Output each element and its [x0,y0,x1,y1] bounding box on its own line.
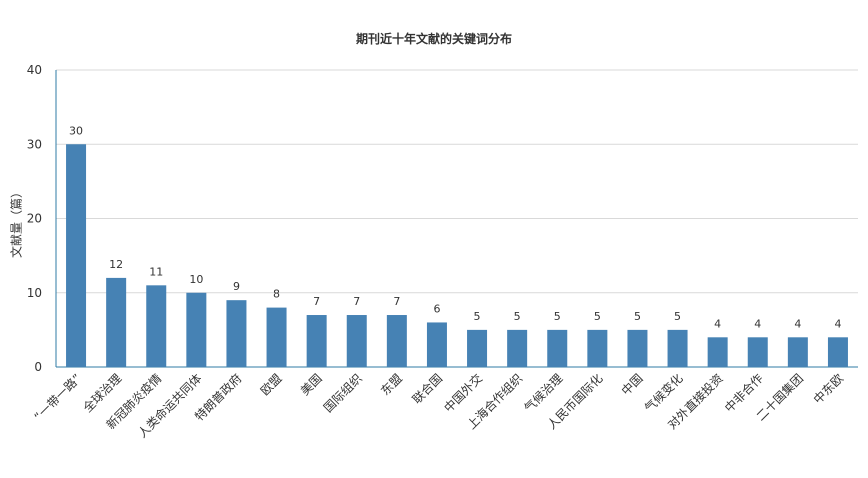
y-tick-label: 30 [27,137,42,151]
data-label: 4 [834,317,841,330]
data-label: 5 [674,310,681,323]
data-label: 5 [594,310,601,323]
data-label: 4 [794,317,801,330]
bar [306,315,327,367]
bar [226,300,247,367]
data-label: 7 [393,295,400,308]
y-tick-label: 0 [34,360,42,374]
y-tick-label: 20 [27,212,42,226]
data-label: 10 [189,273,203,286]
bar [346,315,367,367]
bar [787,337,808,367]
x-tick-label: 联合国 [409,371,445,407]
x-tick-label: 中东欧 [810,371,846,407]
data-label: 5 [554,310,561,323]
y-tick-label: 40 [27,63,42,77]
bar [146,285,167,367]
chart-title: 期刊近十年文献的关键词分布 [355,32,512,46]
data-label: 4 [714,317,721,330]
data-label: 12 [109,258,123,271]
x-tick-label: 国际组织 [321,371,365,415]
data-label: 7 [313,295,320,308]
bar [667,329,688,367]
bar [627,329,648,367]
data-label: 5 [634,310,641,323]
x-tick-label: 东盟 [378,371,405,398]
data-label: 5 [474,310,481,323]
bar [827,337,848,367]
bar [186,292,207,367]
bar [106,277,127,367]
x-tick-label: “一带一路” [31,371,84,424]
data-label: 30 [69,124,83,137]
bar [66,144,87,367]
bar [587,329,608,367]
bar [547,329,568,367]
bar [426,322,447,367]
data-label: 5 [514,310,521,323]
bar [467,329,488,367]
y-tick-label: 10 [27,286,42,300]
bar [747,337,768,367]
data-label: 11 [149,265,163,278]
x-tick-label: 欧盟 [258,371,285,398]
data-label: 7 [353,295,360,308]
x-tick-label: 美国 [298,371,325,398]
data-label: 8 [273,288,280,301]
x-tick-label: 中国 [618,371,646,399]
bar [507,329,528,367]
bar [707,337,728,367]
data-label: 6 [433,302,440,315]
bar [386,315,407,367]
bar [266,307,287,367]
data-label: 4 [754,317,761,330]
data-label: 9 [233,280,240,293]
